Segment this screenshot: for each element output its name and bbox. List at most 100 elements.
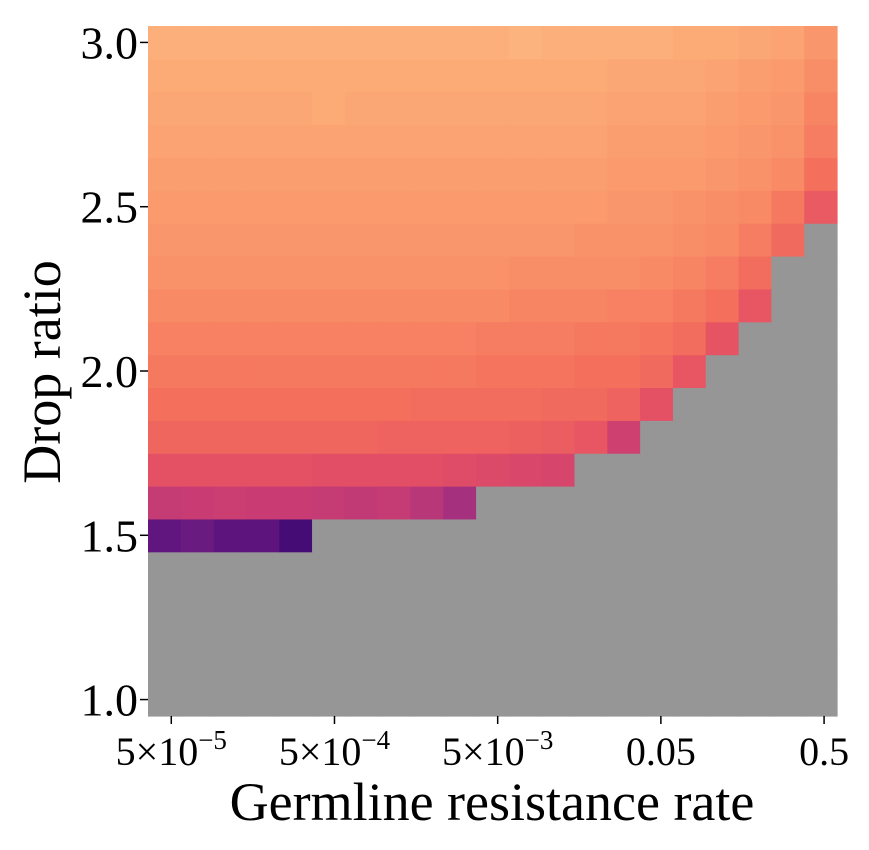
- heatmap-cell: [804, 420, 838, 454]
- heatmap-cell: [640, 190, 674, 224]
- heatmap-cell: [574, 124, 608, 159]
- heatmap-cell: [246, 26, 280, 60]
- heatmap-cell: [279, 190, 313, 224]
- heatmap-cell: [443, 288, 477, 323]
- heatmap-cell: [804, 387, 838, 421]
- heatmap-cell: [443, 354, 477, 389]
- x-tick-mantissa: 5: [116, 729, 136, 774]
- heatmap-cell: [705, 551, 740, 586]
- heatmap-cell: [476, 91, 510, 126]
- heatmap-cell: [672, 584, 707, 619]
- heatmap-cell: [213, 26, 248, 60]
- heatmap-cell: [574, 650, 608, 684]
- heatmap-cell: [443, 190, 477, 224]
- y-tick-label: 3.0: [81, 17, 139, 68]
- heatmap-cell: [508, 190, 543, 224]
- heatmap-cell: [508, 420, 543, 454]
- heatmap-cell: [279, 486, 313, 520]
- heatmap-cell: [410, 551, 444, 586]
- heatmap-cell: [508, 157, 543, 191]
- heatmap-cell: [640, 584, 674, 619]
- heatmap-cell: [279, 223, 313, 257]
- heatmap-cell: [672, 354, 707, 389]
- heatmap-cell: [443, 420, 477, 454]
- heatmap-cell: [148, 190, 182, 224]
- heatmap-cell: [771, 387, 805, 421]
- heatmap-cell: [738, 617, 772, 651]
- heatmap-cell: [312, 584, 346, 619]
- heatmap-cell: [508, 683, 543, 717]
- heatmap-cell: [705, 157, 740, 191]
- heatmap-cell: [180, 58, 215, 93]
- heatmap-cell: [804, 518, 838, 553]
- heatmap-cell: [508, 256, 543, 290]
- heatmap-cell: [246, 617, 280, 651]
- heatmap-cell: [344, 354, 379, 389]
- heatmap-cell: [410, 157, 444, 191]
- heatmap-cell: [738, 650, 772, 684]
- heatmap-cell: [344, 58, 379, 93]
- heatmap-cell: [804, 453, 838, 487]
- heatmap-cell: [246, 551, 280, 586]
- heatmap-cell: [344, 223, 379, 257]
- heatmap-cell: [476, 683, 510, 717]
- heatmap-cell: [574, 321, 608, 356]
- heatmap-cell: [476, 650, 510, 684]
- heatmap-cell: [541, 420, 576, 454]
- x-tick-times: ×: [136, 729, 159, 774]
- heatmap-cell: [312, 288, 346, 323]
- heatmap-cell: [771, 157, 805, 191]
- heatmap-cell: [508, 453, 543, 487]
- heatmap-cell: [476, 223, 510, 257]
- heatmap-cell: [574, 157, 608, 191]
- heatmap-cell: [180, 190, 215, 224]
- heatmap-cell: [377, 223, 412, 257]
- heatmap-cell: [771, 650, 805, 684]
- heatmap-cell: [377, 91, 412, 126]
- heatmap-cell: [213, 683, 248, 717]
- x-tick-mantissa: 5: [442, 729, 462, 774]
- heatmap-cell: [246, 91, 280, 126]
- heatmap-cell: [312, 124, 346, 159]
- heatmap-cell: [180, 551, 215, 586]
- heatmap-cell: [344, 486, 379, 520]
- heatmap-cell: [574, 58, 608, 93]
- heatmap-cell: [508, 91, 543, 126]
- heatmap-cell: [541, 354, 576, 389]
- x-tick-label: 5×10−3: [442, 725, 553, 774]
- heatmap-cell: [771, 683, 805, 717]
- heatmap-cell: [377, 453, 412, 487]
- heatmap-cell: [541, 453, 576, 487]
- heatmap-cell: [377, 617, 412, 651]
- heatmap-cell: [279, 420, 313, 454]
- heatmap-cell: [344, 190, 379, 224]
- heatmap-cell: [312, 387, 346, 421]
- heatmap-cell: [312, 617, 346, 651]
- heatmap-cell: [312, 354, 346, 389]
- heatmap-cell: [443, 26, 477, 60]
- heatmap-cell: [804, 190, 838, 224]
- heatmap-cell: [180, 617, 215, 651]
- heatmap-cell: [443, 683, 477, 717]
- heatmap-cell: [148, 321, 182, 356]
- heatmap-cell: [804, 157, 838, 191]
- heatmap-cell: [476, 124, 510, 159]
- heatmap-cell: [246, 518, 280, 553]
- heatmap-cell: [771, 223, 805, 257]
- heatmap-cell: [738, 486, 772, 520]
- heatmap-cell: [607, 26, 641, 60]
- heatmap-cell: [574, 486, 608, 520]
- x-tick-base: 10: [485, 729, 525, 774]
- heatmap-cell: [607, 157, 641, 191]
- heatmap-cell: [640, 551, 674, 586]
- heatmap-cell: [148, 288, 182, 323]
- heatmap-cell: [672, 190, 707, 224]
- heatmap-cell: [213, 91, 248, 126]
- x-tick-mantissa: 5: [279, 729, 299, 774]
- heatmap-cell: [410, 617, 444, 651]
- heatmap-cell: [443, 321, 477, 356]
- heatmap-cell: [410, 124, 444, 159]
- heatmap-cell: [312, 551, 346, 586]
- heatmap-cell: [771, 256, 805, 290]
- heatmap-cell: [640, 518, 674, 553]
